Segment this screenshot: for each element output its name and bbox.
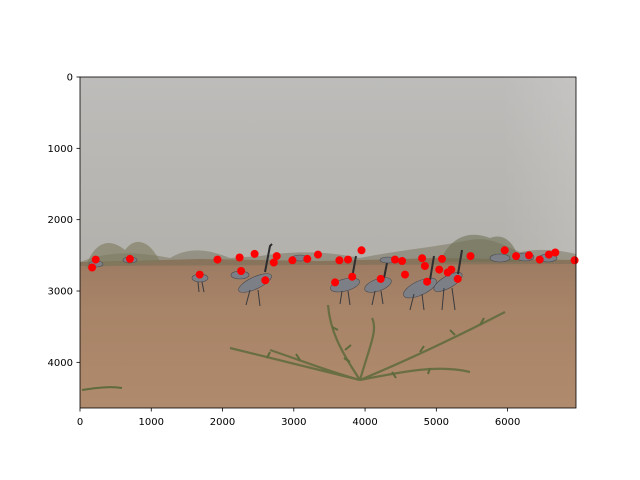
y-tick-label: 4000 [48, 358, 73, 369]
scatter-point-6 [235, 253, 244, 262]
scatter-point-18 [348, 272, 357, 281]
x-tick-label: 6000 [495, 417, 520, 428]
shrub-left [85, 241, 160, 268]
x-axis: 0 1000 2000 3000 4000 5000 6000 [77, 408, 520, 428]
foreground-plant-leaves [266, 317, 485, 379]
scatter-point-15 [331, 278, 340, 287]
scatter-point-13 [303, 254, 312, 263]
scatter-point-28 [438, 254, 446, 263]
scatter-point-33 [500, 246, 509, 255]
x-tick-label: 5000 [424, 417, 449, 428]
x-tick-label: 3000 [281, 417, 306, 428]
y-tick-label: 3000 [48, 287, 73, 298]
x-tick-label: 1000 [139, 417, 164, 428]
sky-haze [80, 77, 576, 263]
scatter-point-24 [418, 254, 427, 263]
scatter-point-7 [237, 267, 246, 275]
bottom-left-plant [81, 386, 123, 391]
scatter-point-14 [314, 250, 322, 259]
scatter-point-11 [272, 252, 281, 261]
y-tick-label: 1000 [48, 144, 73, 155]
scatter-point-30 [447, 265, 456, 274]
scatter-point-12 [288, 256, 297, 265]
x-tick-label: 4000 [352, 417, 377, 428]
scatter-point-31 [453, 274, 462, 283]
scatter-point-19 [357, 246, 366, 255]
scatter-point-4 [195, 270, 204, 279]
scatter-point-16 [335, 256, 344, 265]
scatter-point-36 [535, 255, 544, 264]
scatter-point-9 [261, 276, 270, 285]
scatter-point-34 [512, 252, 521, 261]
scatter-point-21 [391, 255, 399, 264]
x-tick-label: 0 [77, 417, 83, 428]
scatter-point-5 [213, 255, 222, 264]
scatter-point-25 [420, 262, 429, 270]
background-photo [80, 77, 576, 408]
scatter-point-39 [570, 256, 579, 265]
axes-frame [79, 76, 577, 409]
scatter-point-38 [551, 248, 560, 257]
scatter-point-37 [544, 250, 553, 259]
ground-area [80, 258, 576, 408]
scatter-point-23 [401, 270, 409, 279]
scatter-point-20 [376, 274, 385, 283]
scatter-point-17 [344, 255, 352, 264]
y-tick-label: 0 [67, 73, 73, 84]
scatter-point-8 [250, 249, 259, 258]
foreground-plant [229, 304, 506, 382]
scatter-point-35 [525, 251, 533, 260]
scatter-point-27 [435, 265, 444, 274]
y-tick-label: 2000 [48, 215, 73, 226]
scatter-point-10 [269, 258, 278, 267]
scatter-point-3 [125, 254, 134, 263]
scatter-point-1 [88, 263, 97, 272]
x-tick-label: 2000 [210, 417, 235, 428]
scatter-point-26 [423, 277, 432, 286]
scatter-point-22 [398, 257, 407, 265]
scatter-point-2 [91, 255, 100, 264]
y-axis: 0 1000 2000 3000 4000 [48, 73, 80, 369]
scatter-point-32 [466, 252, 475, 261]
scatter-points [88, 246, 579, 287]
